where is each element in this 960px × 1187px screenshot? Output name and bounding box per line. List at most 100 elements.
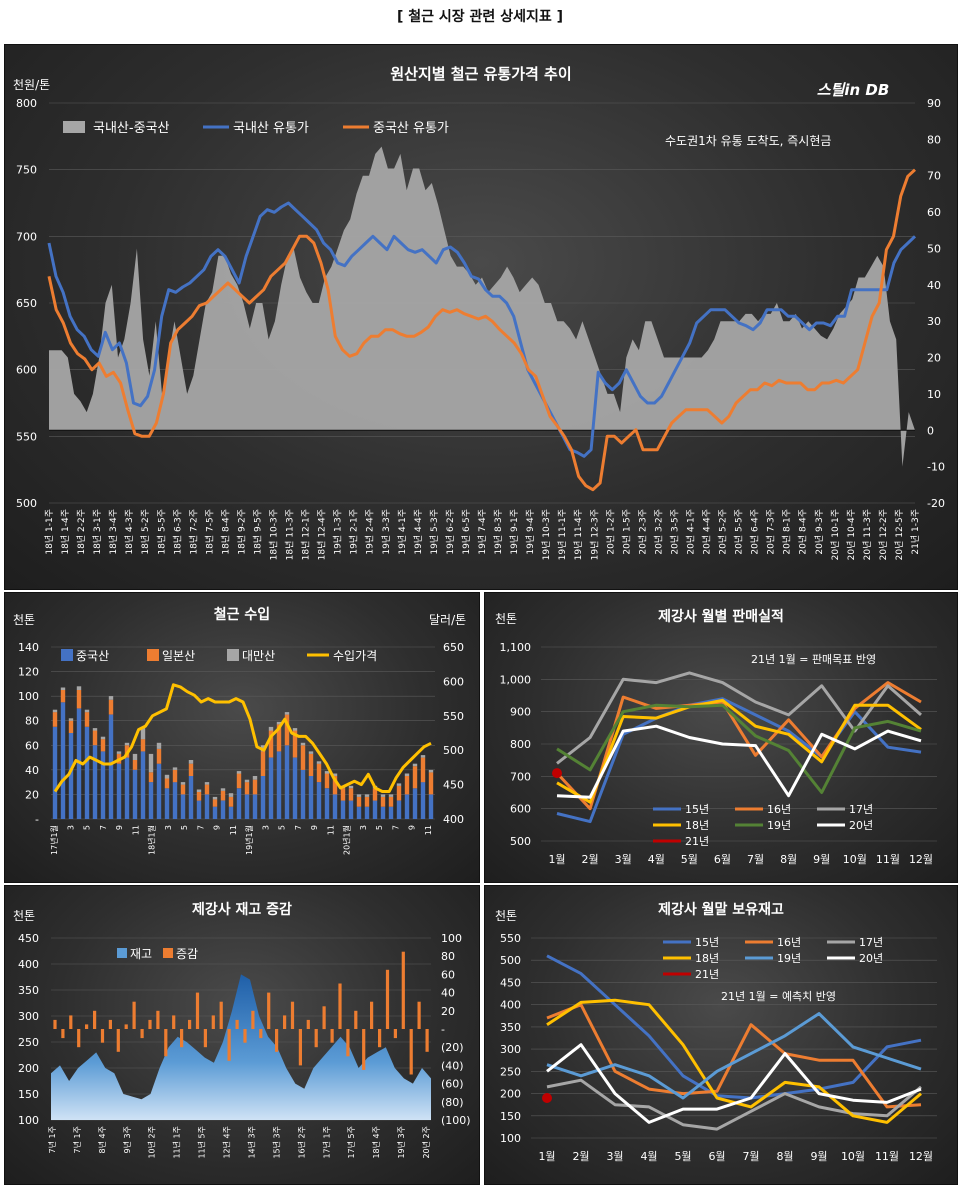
monthly-sales-svg: 제강사 월별 판매실적 천톤 21년 1월 = 판매목표 반영 500 600 700 80… xyxy=(495,608,937,866)
legend-label-19년: 19년 xyxy=(767,819,791,832)
bar-증감 xyxy=(124,1024,128,1029)
bar-중국산 xyxy=(100,751,106,819)
bar-대만산 xyxy=(108,696,114,700)
bar-대만산 xyxy=(284,712,290,715)
bar-대만산 xyxy=(68,718,74,721)
bar-일본산 xyxy=(324,773,330,789)
y-tick-label: 350 xyxy=(500,1021,521,1034)
bar-증감 xyxy=(156,1010,160,1029)
y-tick-label: 1,000 xyxy=(500,673,532,686)
bar-일본산 xyxy=(92,730,98,746)
series-line-17년 xyxy=(556,671,922,765)
bar-중국산 xyxy=(260,776,266,819)
bar-증감 xyxy=(116,1029,120,1052)
y-tick-label: 550 xyxy=(16,430,37,443)
x-tick-label: 7 xyxy=(391,825,400,830)
x-tick-label: 19년 3-3주 xyxy=(381,509,392,555)
x-tick-label: 11월 xyxy=(875,1150,899,1163)
x-tick-label: 11월 xyxy=(876,853,900,866)
bar-일본산 xyxy=(196,792,202,801)
bar-일본산 xyxy=(60,690,66,703)
x-tick-label: 19년 10-3주 xyxy=(541,509,552,560)
bar-증감 xyxy=(378,1029,382,1048)
y-tick-label: 150 xyxy=(500,1110,521,1123)
y2-tick-label: -10 xyxy=(927,461,945,474)
bar-대만산 xyxy=(244,779,250,783)
bar-증감 xyxy=(306,1019,310,1029)
bar-중국산 xyxy=(156,763,162,819)
x-tick-label: 18년 9-2주 xyxy=(236,509,247,555)
bar-중국산 xyxy=(84,726,90,819)
bar-일본산 xyxy=(76,690,82,709)
chart-note: 21년 1월 = 예측치 반영 xyxy=(721,990,836,1003)
bar-대만산 xyxy=(364,794,370,797)
bar-일본산 xyxy=(156,749,162,764)
bar-일본산 xyxy=(396,785,402,801)
y2-tick-label: 100 xyxy=(441,932,462,945)
bar-중국산 xyxy=(244,794,250,819)
bar-증감 xyxy=(180,1029,184,1048)
bar-일본산 xyxy=(68,720,74,733)
x-tick-label: 12월 xyxy=(909,1150,933,1163)
y-tick-label: 500 xyxy=(16,497,37,510)
x-tick-label: 20년 1-2주 xyxy=(605,509,616,555)
bar-증감 xyxy=(243,1029,247,1043)
series-line-19년 xyxy=(556,703,922,794)
series-line-18년 xyxy=(556,698,922,804)
bar-중국산 xyxy=(380,806,386,819)
bar-증감 xyxy=(409,1029,413,1075)
bar-대만산 xyxy=(100,736,106,740)
legend-swatch-대만산 xyxy=(227,649,239,661)
bar-대만산 xyxy=(404,773,410,776)
bar-대만산 xyxy=(308,751,314,754)
bar-대만산 xyxy=(156,742,162,749)
chart-title: 제강사 월말 보유재고 xyxy=(658,901,784,918)
y-axis-unit: 천톤 xyxy=(13,612,35,627)
bar-일본산 xyxy=(372,788,378,801)
y2-tick-label: 0 xyxy=(927,424,934,437)
x-tick-label: 20년 8-1주 xyxy=(782,509,793,555)
y-tick-label: 450 xyxy=(18,932,39,945)
x-tick-label: 3월 xyxy=(606,1150,623,1163)
bar-대만산 xyxy=(292,728,298,731)
bar-중국산 xyxy=(188,776,194,819)
legend-swatch-중국산 xyxy=(61,649,73,661)
x-tick-label: 18년 11-3주 xyxy=(285,509,296,560)
y-tick-label: 140 xyxy=(18,641,39,654)
y-tick-label: 100 xyxy=(18,690,39,703)
bar-증감 xyxy=(195,992,200,1029)
bar-일본산 xyxy=(420,757,426,783)
bar-중국산 xyxy=(252,794,258,819)
legend-label-중국산-유통가: 중국산 유통가 xyxy=(373,121,449,136)
series-line-수입가격 xyxy=(53,683,432,793)
bar-일본산 xyxy=(300,745,306,770)
y2-tick-label: 600 xyxy=(443,675,464,688)
legend-label-중국산: 중국산 xyxy=(76,649,109,663)
bar-일본산 xyxy=(228,796,234,807)
x-tick-label: 19년 8-3주 xyxy=(493,509,504,555)
x-tick-label: 15년 3주 xyxy=(271,1126,281,1159)
x-tick-label: 20년 4-4주 xyxy=(702,509,713,555)
x-tick-label: 18년 1-1주 xyxy=(44,509,55,555)
bar-중국산 xyxy=(116,763,122,819)
x-tick-label: 9 xyxy=(408,825,417,830)
bar-대만산 xyxy=(420,755,426,758)
y2-tick-label: (80) xyxy=(441,1096,464,1109)
bar-증감 xyxy=(338,983,342,1029)
bar-중국산 xyxy=(300,769,306,819)
bar-증감 xyxy=(93,1010,97,1029)
bar-중국산 xyxy=(228,806,234,819)
x-tick-label: 19년 11-4주 xyxy=(573,509,584,560)
bar-중국산 xyxy=(364,806,370,819)
x-tick-label: 18년 4주 xyxy=(371,1126,381,1159)
x-tick-label: 19년 1-3주 xyxy=(333,509,344,555)
inventory-change-svg: 제강사 재고 증감 천톤 100 150 200 250 300 350 400 450 (100)… xyxy=(13,901,471,1159)
y-tick-label: 450 xyxy=(500,976,521,989)
x-tick-label: 19년 12-3주 xyxy=(589,509,600,560)
x-tick-label: 20년 8-4주 xyxy=(798,509,809,555)
bar-증감 xyxy=(346,1029,350,1057)
bar-증감 xyxy=(140,1029,144,1039)
x-tick-label: 20년 12-5주 xyxy=(894,509,905,560)
bar-대만산 xyxy=(180,782,186,785)
